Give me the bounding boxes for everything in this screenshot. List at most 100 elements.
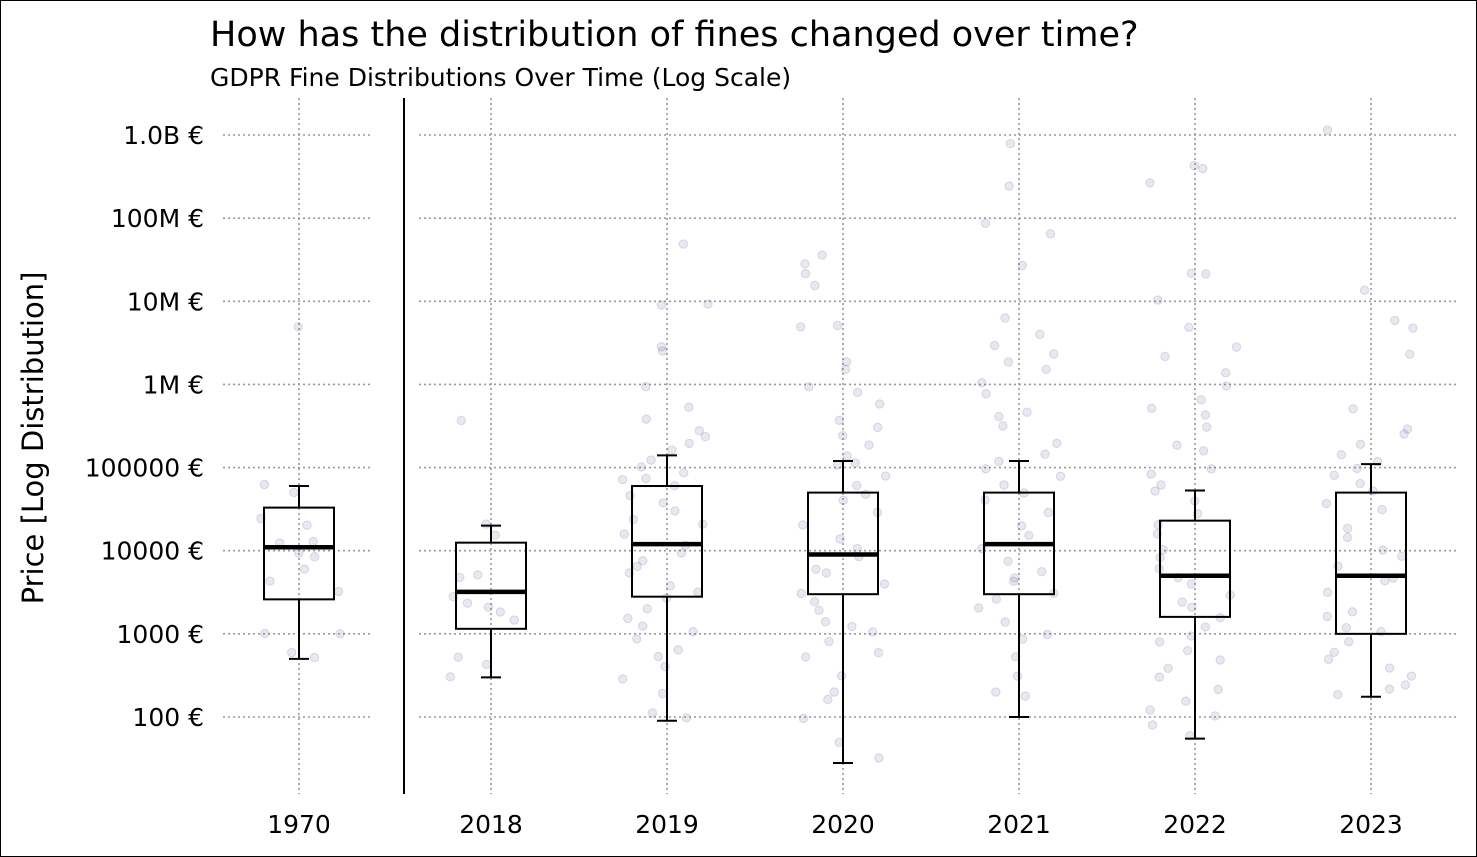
data-point	[1210, 711, 1220, 721]
data-point	[868, 627, 878, 637]
chart-subtitle: GDPR Fine Distributions Over Time (Log S…	[210, 63, 792, 92]
data-point	[481, 659, 492, 670]
data-point	[473, 570, 483, 580]
data-point	[1342, 532, 1353, 543]
data-point	[832, 460, 843, 470]
data-point	[994, 411, 1004, 422]
data-point	[1355, 439, 1366, 449]
data-point	[1022, 407, 1032, 417]
data-point	[656, 300, 667, 310]
data-point	[1186, 268, 1197, 278]
data-point	[656, 342, 667, 352]
data-point	[1177, 597, 1187, 607]
data-point	[798, 713, 809, 724]
data-point	[483, 602, 494, 612]
data-point	[836, 671, 847, 681]
x-tick-label: 2018	[459, 810, 523, 839]
data-point	[1336, 450, 1347, 460]
data-point	[1147, 403, 1157, 413]
data-point	[287, 647, 297, 658]
data-point	[632, 634, 642, 644]
data-point	[1329, 647, 1340, 657]
data-point	[308, 536, 318, 547]
data-point	[829, 687, 839, 697]
data-point	[693, 587, 703, 597]
data-point	[294, 548, 304, 558]
data-point	[1153, 295, 1163, 305]
data-point	[1402, 424, 1413, 434]
data-point	[1012, 671, 1023, 681]
data-point	[860, 489, 871, 499]
data-point	[1213, 684, 1223, 695]
data-point	[636, 462, 647, 472]
data-point	[1009, 576, 1019, 586]
data-point	[657, 346, 668, 356]
data-point	[1154, 672, 1165, 682]
data-point	[299, 564, 310, 574]
data-point	[1042, 629, 1053, 640]
data-point	[700, 431, 711, 442]
data-point	[684, 402, 694, 412]
x-tick-label: 1970	[267, 810, 331, 839]
data-point	[842, 451, 852, 461]
data-point	[1189, 160, 1199, 171]
data-point	[1221, 381, 1232, 391]
data-point	[619, 529, 629, 539]
data-point	[1147, 720, 1158, 730]
data-point	[1200, 410, 1211, 420]
data-point	[980, 218, 991, 229]
data-point	[1145, 705, 1155, 715]
y-tick-label: 1M €	[143, 370, 204, 399]
data-point	[800, 259, 810, 269]
data-point	[852, 387, 863, 398]
data-point	[1355, 478, 1365, 489]
data-point	[1384, 684, 1395, 694]
chart-title: How has the distribution of fines change…	[210, 15, 1139, 55]
data-point	[821, 568, 831, 578]
box-2018	[455, 541, 527, 630]
data-point	[1322, 611, 1333, 622]
data-point	[1206, 464, 1217, 474]
data-point	[335, 629, 345, 639]
data-point	[991, 594, 1001, 604]
data-point	[796, 588, 806, 599]
data-point	[879, 579, 890, 589]
data-point	[1196, 395, 1207, 405]
data-point	[994, 456, 1004, 467]
data-point	[998, 421, 1008, 431]
data-point	[694, 426, 704, 436]
data-point	[309, 652, 320, 663]
data-point	[801, 652, 811, 662]
data-point	[1341, 623, 1352, 633]
data-point	[832, 320, 843, 331]
y-tick-label: 10000 €	[101, 537, 204, 566]
data-point	[1352, 463, 1362, 474]
data-point	[1359, 285, 1370, 295]
data-point	[1406, 671, 1417, 681]
data-point	[509, 615, 519, 625]
data-point	[1004, 181, 1014, 191]
data-point	[1198, 446, 1209, 456]
data-point	[1183, 646, 1193, 656]
data-point	[302, 520, 312, 530]
data-point	[617, 474, 628, 485]
data-point	[1344, 637, 1354, 647]
data-point	[1005, 139, 1016, 149]
data-point	[809, 597, 820, 607]
data-point	[1146, 469, 1156, 479]
data-point	[838, 431, 848, 441]
data-point	[1405, 349, 1415, 359]
data-point	[873, 422, 883, 433]
box-1970	[263, 506, 335, 601]
data-point	[646, 455, 656, 465]
data-point	[1052, 438, 1062, 448]
data-point	[1187, 602, 1197, 612]
x-tick-label: 2021	[987, 810, 1051, 839]
data-point	[1397, 551, 1407, 561]
data-point	[1400, 680, 1411, 690]
data-point	[852, 543, 862, 554]
data-point	[1198, 163, 1208, 174]
data-point	[1215, 655, 1225, 665]
data-point	[670, 506, 680, 516]
